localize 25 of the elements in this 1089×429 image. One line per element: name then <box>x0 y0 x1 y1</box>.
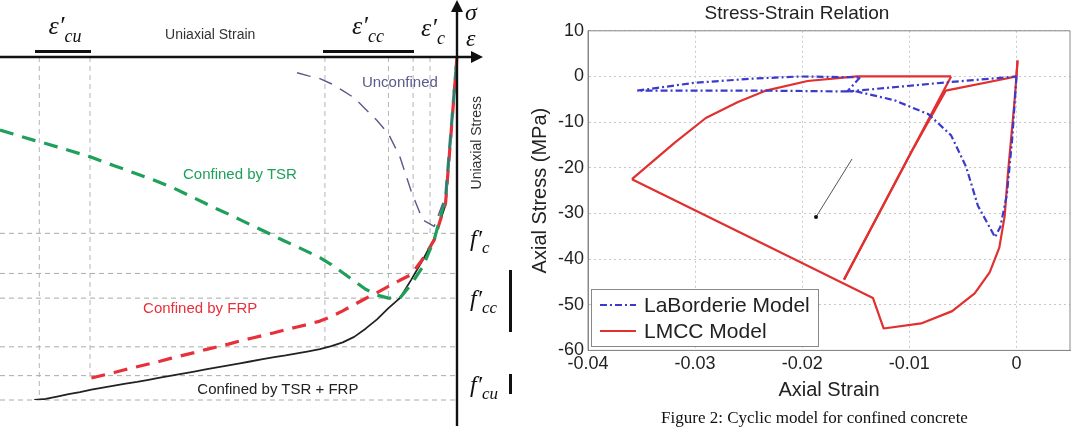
series-label: Confined by FRP <box>143 299 258 317</box>
text: σ <box>465 0 478 25</box>
y-tick-label: -20 <box>558 156 585 177</box>
y-tick-label: -50 <box>558 293 585 314</box>
series-label: Confined by TSR <box>182 165 298 183</box>
y-tick-label: -30 <box>558 202 585 223</box>
x-tick-label: 0 <box>1011 353 1022 374</box>
text: ε <box>466 25 476 51</box>
series-label: Confined by TSR + FRP <box>197 380 359 398</box>
legend-label: LMCC Model <box>644 319 767 344</box>
x-tick-label: -0.01 <box>888 353 930 374</box>
y-tick-label: -40 <box>558 248 585 269</box>
y-tick-label: -10 <box>558 111 585 132</box>
x-axis-title: Axial Strain <box>778 377 880 400</box>
series-label: Unconfined <box>361 73 438 91</box>
caption: Figure 2: Cyclic model for confined concrete <box>661 407 968 427</box>
chart-title: Stress-Strain Relation <box>704 1 890 23</box>
y-tick-label: 10 <box>563 19 585 40</box>
y-tick-label: 0 <box>574 65 585 86</box>
y-axis-title: Uniaxial Stress <box>467 96 484 190</box>
x-tick-label: -0.02 <box>781 353 823 374</box>
x-tick-label: -0.03 <box>674 353 716 374</box>
y-axis-title: Axial Stress (MPa) <box>527 107 550 274</box>
x-axis-title: Uniaxial Strain <box>165 26 256 42</box>
legend-label: LaBorderie Model <box>644 293 810 318</box>
